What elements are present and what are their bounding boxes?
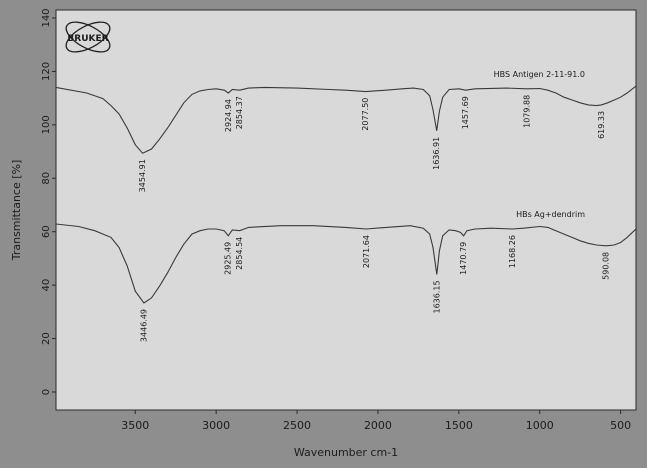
- peak-label: 2854.37: [235, 96, 244, 129]
- series-line: [55, 223, 637, 304]
- peak-label: 1636.15: [432, 280, 441, 313]
- x-tick-label: 2500: [283, 419, 311, 432]
- series-2: HBs Ag+dendrim 3446.49 2925.49 2854.54 2071.…: [55, 210, 637, 342]
- peak-label: 1079.88: [522, 95, 531, 128]
- y-tick-label: 0: [41, 389, 52, 395]
- y-tick-label: 80: [41, 172, 52, 185]
- peak-label: 619.33: [597, 111, 606, 139]
- y-tick-label: 40: [41, 279, 52, 292]
- peak-label: 2924.94: [224, 99, 233, 132]
- peak-label: 590.08: [602, 252, 611, 280]
- peak-label: 1636.91: [432, 137, 441, 170]
- series-line: [55, 85, 637, 154]
- peak-label: 2925.49: [224, 242, 233, 275]
- bruker-logo: BRUKER: [65, 21, 111, 53]
- y-ticks: 0 20 40 60 80 100 120 140: [41, 8, 56, 395]
- peak-label: 2071.64: [362, 235, 371, 268]
- y-tick-label: 140: [41, 8, 52, 27]
- peak-label: 1457.69: [461, 96, 470, 129]
- peak-label: 2854.54: [235, 237, 244, 270]
- peak-label: 2077.50: [361, 98, 370, 131]
- y-tick-label: 60: [41, 225, 52, 238]
- series-1: HBS Antigen 2-11-91.0 3454.91 2924.94 2854.…: [55, 70, 637, 192]
- x-tick-label: 500: [610, 419, 631, 432]
- plot-area: [55, 9, 637, 411]
- y-tick-label: 100: [41, 115, 52, 134]
- peak-label: 3454.91: [138, 159, 147, 192]
- y-axis-title: Transmittance [%]: [10, 160, 23, 262]
- y-tick-label: 120: [41, 62, 52, 81]
- logo-orbit-icon: [65, 21, 111, 53]
- x-tick-label: 2000: [364, 419, 392, 432]
- peak-label: 1168.26: [508, 235, 517, 268]
- x-axis-title: Wavenumber cm-1: [294, 446, 398, 459]
- y-tick-label: 20: [41, 332, 52, 345]
- peak-label: 1470.79: [459, 242, 468, 275]
- x-tick-label: 3000: [202, 419, 230, 432]
- series-name-label: HBS Antigen 2-11-91.0: [494, 70, 585, 79]
- peak-label: 3446.49: [139, 309, 148, 342]
- x-tick-label: 1500: [445, 419, 473, 432]
- logo-orbit-icon: [65, 21, 111, 53]
- x-tick-label: 1000: [526, 419, 554, 432]
- x-tick-label: 3500: [121, 419, 149, 432]
- logo-text: BRUKER: [67, 34, 108, 44]
- series-name-label: HBs Ag+dendrim: [516, 210, 585, 219]
- x-ticks: 3500 3000 2500 2000 1500 1000 500: [121, 410, 631, 432]
